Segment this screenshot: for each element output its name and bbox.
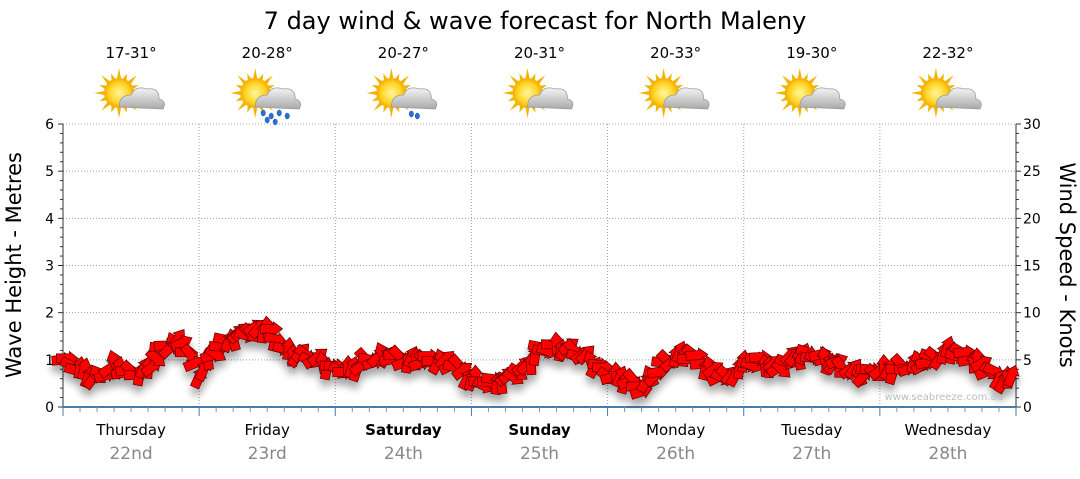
weather-icons: 17-31° 20-28° 20-27° 20-31° 20-33° 19-30° 22-3… <box>94 44 982 126</box>
light-showers-icon <box>366 68 438 120</box>
wind-arrow <box>1002 364 1020 388</box>
y-tick-label-left: 4 <box>45 211 54 227</box>
x-tick-label-day: Tuesday <box>780 421 842 439</box>
temperature-label: 20-28° <box>242 44 293 62</box>
y-tick-label-left: 6 <box>45 117 54 133</box>
axes: 0 1 2 3 4 5 6 0 5 10 15 20 25 30 Thursday 22nd Friday 23r… <box>45 117 1041 464</box>
partly-cloudy-icon <box>910 68 982 118</box>
wind-arrow <box>450 362 473 381</box>
x-tick-label-day: Wednesday <box>905 421 992 439</box>
temperature-label: 17-31° <box>106 44 157 62</box>
y-tick-label-right: 15 <box>1023 259 1041 275</box>
x-tick-label-date: 22nd <box>109 444 152 464</box>
temperature-label: 20-31° <box>514 44 565 62</box>
y-tick-label-right: 5 <box>1023 353 1032 369</box>
wind-arrows <box>51 315 1020 400</box>
x-tick-label-day: Saturday <box>365 421 442 439</box>
y-tick-label-left: 5 <box>45 164 54 180</box>
y-tick-label-right: 20 <box>1023 211 1041 227</box>
partly-cloudy-icon <box>774 68 846 118</box>
watermark: www.seabreeze.com.au <box>885 392 1003 403</box>
showers-icon <box>230 68 301 126</box>
x-tick-label-day: Monday <box>646 421 705 439</box>
x-tick-label-date: 28th <box>928 444 967 464</box>
temperature-label: 20-33° <box>650 44 701 62</box>
partly-cloudy-icon <box>502 68 574 118</box>
y-tick-label-right: 10 <box>1023 306 1041 322</box>
x-tick-label-date: 25th <box>520 444 559 464</box>
y-axis-left-title: Wave Height - Metres <box>2 152 26 378</box>
x-tick-label-day: Friday <box>244 421 290 439</box>
x-tick-label-day: Thursday <box>95 421 166 439</box>
grid <box>63 123 1016 407</box>
wind-arrow <box>574 345 595 366</box>
x-tick-label-day: Sunday <box>508 421 571 439</box>
chart-title: 7 day wind & wave forecast for North Mal… <box>264 7 807 35</box>
y-tick-label-right: 25 <box>1023 164 1041 180</box>
y-tick-label-left: 1 <box>45 353 54 369</box>
y-tick-label-left: 0 <box>45 400 54 416</box>
y-tick-label-right: 0 <box>1023 400 1032 416</box>
x-tick-label-date: 26th <box>656 444 695 464</box>
y-tick-label-left: 3 <box>45 259 54 275</box>
x-tick-label-date: 27th <box>792 444 831 464</box>
partly-cloudy-icon <box>638 68 710 118</box>
temperature-label: 22-32° <box>922 44 973 62</box>
y-tick-label-right: 30 <box>1023 117 1041 133</box>
x-tick-label-date: 23rd <box>248 444 287 464</box>
temperature-label: 20-27° <box>378 44 429 62</box>
x-tick-label-date: 24th <box>384 444 423 464</box>
temperature-label: 19-30° <box>786 44 837 62</box>
y-axis-right-title: Wind Speed - Knots <box>1055 162 1079 367</box>
y-tick-label-left: 2 <box>45 306 54 322</box>
partly-cloudy-icon <box>94 68 165 118</box>
